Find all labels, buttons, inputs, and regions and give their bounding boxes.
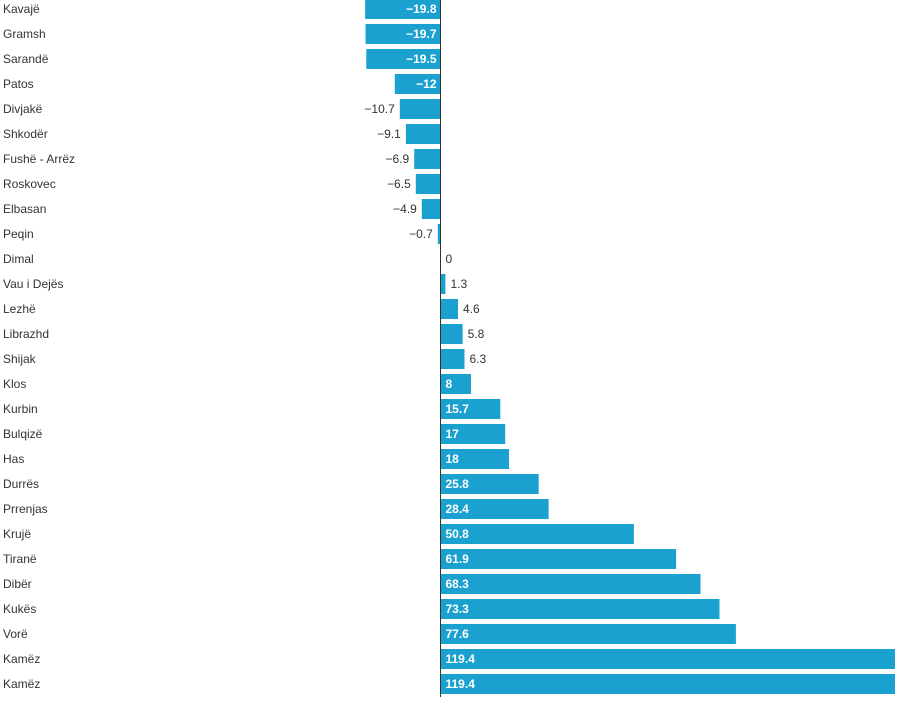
value-label-dibe-r: 68.3 [446,577,470,591]
bar-sarande [366,49,441,69]
category-label-peqin: Peqin [3,227,34,241]
category-label-gramsh: Gramsh [3,27,46,41]
category-label-kavaje: Kavajë [3,2,40,16]
value-label-prrenjas: 28.4 [446,502,470,516]
value-label-durre-s: 25.8 [446,477,470,491]
category-label-tirane: Tiranë [3,552,37,566]
category-label-lezhe: Lezhë [3,302,36,316]
value-label-klos: 8 [446,377,453,391]
category-label-bulqize: Bulqizë [3,427,43,441]
bar-tirane [440,549,677,569]
value-label-shkode-r: −9.1 [377,127,401,141]
value-label-dimal: 0 [446,252,453,266]
value-label-shijak: 6.3 [469,352,486,366]
value-label-elbasan: −4.9 [393,202,417,216]
bar-kame-z [440,674,895,694]
bar-patos [394,74,441,94]
bar-divjake [399,99,441,119]
category-label-elbasan: Elbasan [3,202,46,216]
category-label-kruje: Krujë [3,527,31,541]
value-label-roskovec: −6.5 [387,177,411,191]
category-label-vau-i-deje-s: Vau i Dejës [3,277,63,291]
value-label-tirane: 61.9 [446,552,470,566]
bars-group [365,0,895,694]
bar-shkode-r [405,124,441,144]
category-label-shijak: Shijak [3,352,37,366]
category-label-kame-z: Kamëz [3,677,40,691]
bar-has [440,449,509,469]
category-label-fushe-arre-z: Fushë - Arrëz [3,152,75,166]
category-label-librazhd: Librazhd [3,327,49,341]
bar-prrenjas [440,499,549,519]
bar-dibe-r [440,574,701,594]
category-label-shkode-r: Shkodër [3,127,48,141]
bar-kuke-s [440,599,720,619]
bar-lezhe [440,299,458,319]
value-label-peqin: −0.7 [409,227,433,241]
bar-vau-i-deje-s [440,274,446,294]
category-label-kuke-s: Kukës [3,602,36,616]
value-label-bulqize: 17 [446,427,460,441]
value-label-patos: −12 [416,77,437,91]
category-label-kame-z: Kamëz [3,652,40,666]
bar-peqin [437,224,441,244]
category-label-sarande: Sarandë [3,52,49,66]
bar-klos [440,374,471,394]
bar-gramsh [365,24,441,44]
bar-kruje [440,524,634,544]
bar-kavaje [365,0,441,19]
bar-durre-s [440,474,539,494]
value-label-fushe-arre-z: −6.9 [386,152,410,166]
bar-roskovec [415,174,441,194]
value-label-sarande: −19.5 [406,52,437,66]
value-label-kame-z: 119.4 [446,652,476,666]
bar-fushe-arre-z [414,149,441,169]
bar-kame-z [440,649,895,669]
value-label-kavaje: −19.8 [406,2,437,16]
category-label-roskovec: Roskovec [3,177,56,191]
bar-elbasan [421,199,441,219]
bar-vore [440,624,736,644]
value-label-lezhe: 4.6 [463,302,480,316]
value-label-divjake: −10.7 [364,102,395,116]
category-label-kurbin: Kurbin [3,402,38,416]
category-label-dimal: Dimal [3,252,34,266]
value-label-vore: 77.6 [446,627,470,641]
value-label-has: 18 [446,452,460,466]
bar-librazhd [440,324,463,344]
category-label-patos: Patos [3,77,34,91]
value-label-librazhd: 5.8 [468,327,485,341]
value-label-kurbin: 15.7 [446,402,470,416]
value-label-kuke-s: 73.3 [446,602,470,616]
category-label-klos: Klos [3,377,26,391]
value-label-gramsh: −19.7 [406,27,437,41]
category-labels: Kavajë Gramsh Sarandë Patos Divjakë Shkodër Fu… [3,2,75,691]
value-label-vau-i-deje-s: 1.3 [450,277,467,291]
value-label-kruje: 50.8 [446,527,470,541]
category-label-prrenjas: Prrenjas [3,502,48,516]
value-label-kame-z: 119.4 [446,677,476,691]
category-label-durre-s: Durrës [3,477,39,491]
bar-kurbin [440,399,501,419]
category-label-dibe-r: Dibër [3,577,32,591]
category-label-divjake: Divjakë [3,102,43,116]
bar-bulqize [440,424,506,444]
category-label-vore: Vorë [3,627,28,641]
category-label-has: Has [3,452,24,466]
bar-shijak [440,349,465,369]
value-labels: −19.8 −19.7 −19.5 −12 −10.7 −9.1 −6.9 −6.5 −4.9 −… [364,2,486,691]
